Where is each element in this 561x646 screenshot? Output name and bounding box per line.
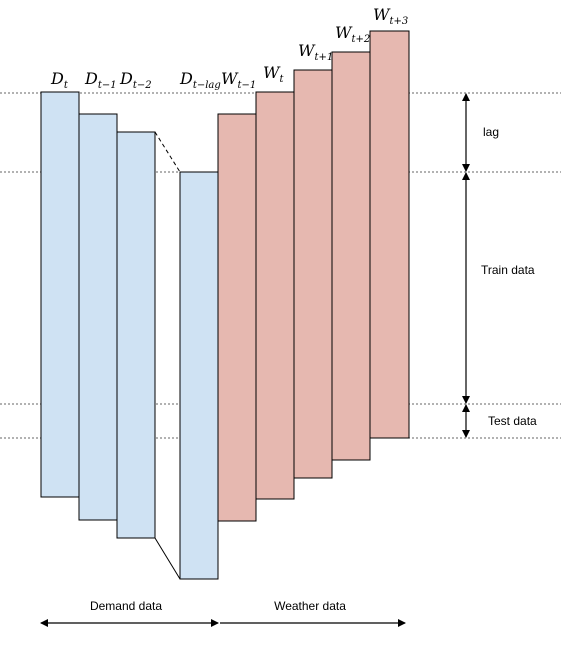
test-label: Test data xyxy=(488,414,537,428)
demand-bars xyxy=(40,91,219,580)
label-w-t+2: Wt+2 xyxy=(335,23,370,45)
train-label: Train data xyxy=(481,263,535,277)
weather-bar-t+2 xyxy=(331,51,371,461)
weather-bars xyxy=(217,30,410,522)
weather-bar-t+1 xyxy=(293,69,333,479)
demand-bar-t-2 xyxy=(116,131,156,539)
label-w-t-1: Wt−1 xyxy=(221,69,256,91)
weather-bar-t-1 xyxy=(217,113,257,522)
label-w-t+3: Wt+3 xyxy=(373,5,408,27)
label-w-t: Wt xyxy=(263,63,284,85)
demand-bar-t xyxy=(40,91,80,498)
label-d-t-2: Dt−2 xyxy=(119,69,152,91)
demand-bar-t-lag xyxy=(179,171,219,580)
demand-data-label: Demand data xyxy=(90,599,162,613)
ellipsis-connector-top xyxy=(154,131,181,173)
label-d-t-1: Dt−1 xyxy=(84,69,117,91)
lag-label: lag xyxy=(483,125,499,139)
ellipsis-connector-bottom xyxy=(154,537,181,580)
label-w-t+1: Wt+1 xyxy=(298,41,333,63)
label-d-t-lag: Dt−lag xyxy=(179,69,221,91)
weather-data-label: Weather data xyxy=(274,599,346,613)
weather-bar-t xyxy=(255,91,295,500)
label-d-t: Dt xyxy=(50,69,69,91)
demand-bar-t-1 xyxy=(78,113,118,521)
weather-bar-t+3 xyxy=(369,30,410,439)
